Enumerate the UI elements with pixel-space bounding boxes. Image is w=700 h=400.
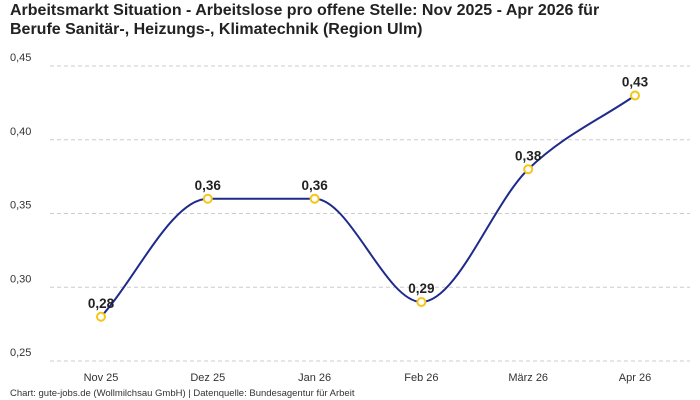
x-tick-label: Feb 26 <box>404 372 438 384</box>
data-label: 0,29 <box>408 281 434 296</box>
y-tick-label: 0,25 <box>10 347 31 359</box>
data-point <box>202 193 213 204</box>
series-line <box>100 94 636 318</box>
y-tick-label: 0,30 <box>10 273 31 285</box>
data-point <box>96 311 106 322</box>
x-tick-label: Jan 26 <box>298 372 331 384</box>
data-point <box>309 193 320 204</box>
y-tick-label: 0,35 <box>10 200 31 212</box>
data-point <box>630 90 640 101</box>
data-label: 0,28 <box>88 296 115 311</box>
data-label: 0,36 <box>301 178 328 193</box>
data-label: 0,38 <box>515 148 542 163</box>
chart-title-line-1: Arbeitsmarkt Situation - Arbeitslose pro… <box>10 2 600 19</box>
data-point <box>523 164 534 175</box>
data-label: 0,43 <box>622 75 649 90</box>
y-tick-label: 0,40 <box>10 126 31 138</box>
chart-title-line-2: Berufe Sanitär-, Heizungs-, Klimatechnik… <box>10 21 423 38</box>
x-tick-label: Dez 25 <box>190 372 225 384</box>
chart-footer: Chart: gute-jobs.de (Wollmilchsau GmbH) … <box>10 388 355 399</box>
y-tick-label: 0,45 <box>10 52 31 64</box>
x-tick-label: Apr 26 <box>619 372 651 384</box>
x-tick-label: März 26 <box>508 372 548 384</box>
data-point <box>416 297 427 307</box>
chart-title: Arbeitsmarkt Situation - Arbeitslose pro… <box>10 1 690 39</box>
x-tick-label: Nov 25 <box>84 372 119 384</box>
data-label: 0,36 <box>195 178 222 193</box>
